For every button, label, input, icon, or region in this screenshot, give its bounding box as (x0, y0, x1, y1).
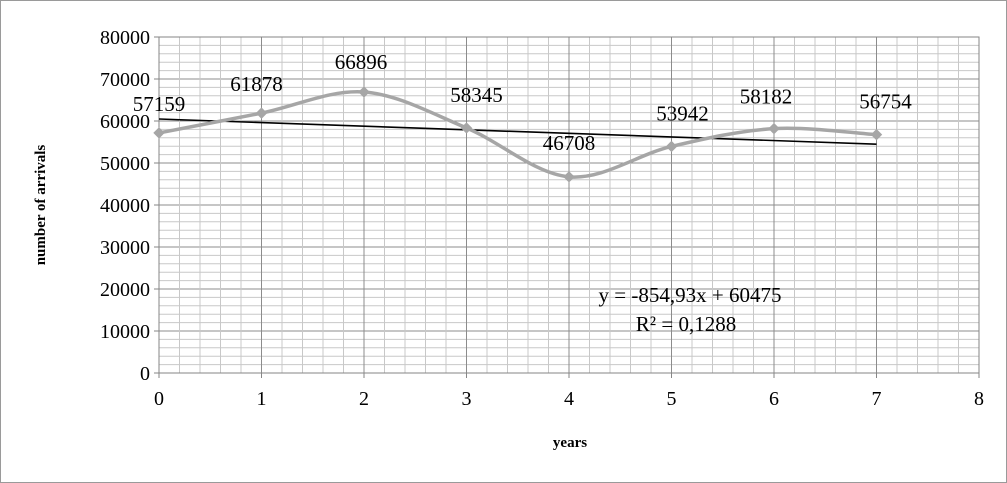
x-tick-label: 1 (257, 388, 267, 410)
data-point-marker (358, 86, 370, 98)
x-tick-label: 5 (667, 388, 677, 410)
y-tick-label: 10000 (100, 321, 150, 343)
x-tick-label: 2 (359, 388, 369, 410)
data-markers (153, 86, 883, 183)
y-tick-label: 30000 (100, 237, 150, 259)
tick-labels: 0 1 2 3 4 5 6 7 8 0 10000 20000 30000 40000 50000 60000… (100, 27, 984, 410)
trendline-equation: y = -854,93x + 60475 (599, 283, 782, 307)
trendline (158, 118, 877, 145)
data-label: 56754 (859, 90, 912, 114)
data-point-marker (768, 122, 780, 135)
data-label: 58345 (450, 83, 503, 107)
series-line (158, 90, 877, 179)
x-tick-label: 0 (154, 388, 164, 410)
x-tick-label: 4 (564, 388, 574, 410)
trendline-r-squared: R² = 0,1288 (636, 312, 736, 336)
axes (154, 36, 980, 378)
data-point-marker (563, 171, 575, 183)
data-label: 66896 (335, 50, 388, 74)
data-label: 57159 (133, 92, 186, 116)
data-point-marker (255, 107, 268, 119)
y-tick-label: 70000 (100, 69, 150, 91)
y-tick-label: 50000 (100, 153, 150, 175)
data-point-marker (460, 122, 473, 134)
data-label: 46708 (543, 131, 596, 155)
data-point-marker (153, 127, 165, 139)
data-label: 61878 (230, 72, 283, 96)
x-tick-label: 3 (462, 388, 472, 410)
data-labels: 57159 61878 66896 58345 46708 53942 58182 56754 (133, 50, 913, 155)
data-label: 53942 (656, 101, 709, 125)
data-point-marker (870, 128, 883, 141)
x-tick-label: 6 (769, 388, 779, 410)
x-tick-label: 8 (974, 388, 984, 410)
data-point-marker (665, 140, 678, 153)
y-tick-label: 60000 (100, 111, 150, 133)
y-tick-label: 80000 (100, 27, 150, 49)
y-tick-label: 20000 (100, 279, 150, 301)
y-tick-label: 40000 (100, 195, 150, 217)
data-label: 58182 (740, 85, 793, 109)
y-axis-title: number of arrivals (33, 145, 49, 266)
x-axis-title: years (553, 435, 587, 451)
x-tick-label: 7 (872, 388, 882, 410)
y-tick-label: 0 (140, 363, 150, 385)
